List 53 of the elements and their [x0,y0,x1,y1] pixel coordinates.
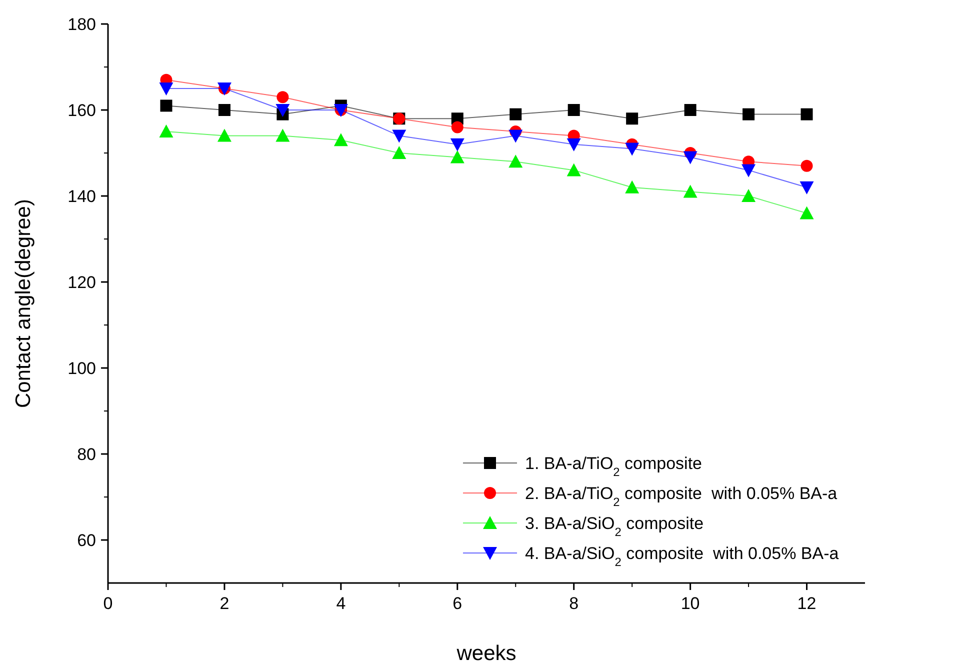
point [334,133,348,146]
point [508,130,523,143]
point [684,104,696,116]
x-tick-label: 10 [680,594,700,613]
point [742,189,756,202]
point [450,150,464,164]
y-axis-title: Contact angle(degree) [12,199,35,408]
legend-label: 3. BA-a/SiO$_{2}$ composite [525,514,704,539]
point [450,138,464,152]
point [159,82,174,96]
point [160,100,172,112]
point [683,151,698,164]
point [625,142,640,156]
point [159,124,174,138]
point [217,128,232,142]
y-tick-label: 160 [68,101,96,120]
point [742,164,756,178]
point [800,108,813,120]
point [566,138,581,152]
point [566,163,581,176]
point [451,121,464,134]
y-tick-label: 60 [77,531,96,550]
point [510,108,522,120]
point [276,91,289,104]
point [392,146,406,159]
x-tick-label: 12 [797,594,816,613]
x-tick-label: 2 [220,594,230,613]
legend-label: 4. BA-a/SiO$_{2}$ composite with 0.05% BA-a [525,544,840,569]
point [276,128,290,142]
x-tick-label: 6 [452,594,462,613]
point [742,108,755,120]
point [626,112,638,125]
x-tick-label: 8 [569,594,579,613]
point [276,104,290,117]
point [800,206,814,220]
y-tick-label: 140 [68,187,96,206]
legend-label: 2. BA-a/TiO$_{2}$ composite with 0.05% BA-a [525,484,838,509]
y-tick-label: 100 [68,359,96,378]
point [392,130,406,143]
legend-label: 1. BA-a/TiO$_{2}$ composite [525,454,702,479]
point [683,184,698,198]
x-tick-label: 4 [336,594,346,613]
x-axis-title: weeks [456,642,516,665]
point [568,104,580,116]
y-tick-label: 180 [68,15,96,34]
x-tick-label: 0 [103,594,113,613]
point [800,181,814,194]
point [218,104,230,116]
y-tick-label: 80 [77,445,96,464]
point [800,160,813,172]
point [508,154,523,168]
y-tick-label: 120 [68,273,96,292]
point [625,180,640,194]
